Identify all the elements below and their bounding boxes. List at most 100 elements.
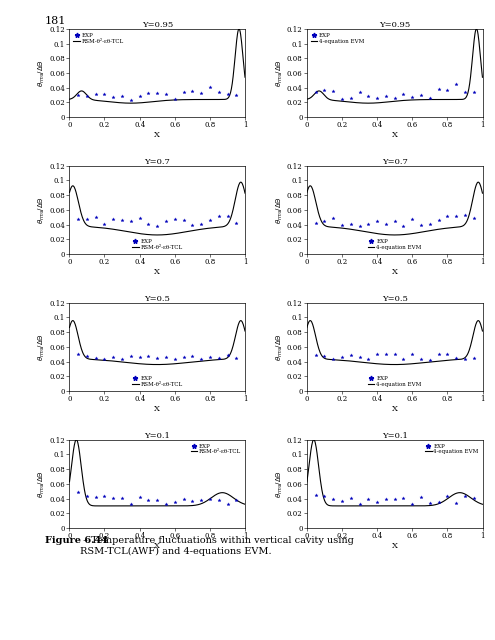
Point xyxy=(461,210,469,220)
Point xyxy=(100,88,108,99)
Y-axis label: $\theta_{rms}/\Delta\Theta$: $\theta_{rms}/\Delta\Theta$ xyxy=(37,196,48,224)
Point xyxy=(233,90,241,100)
Legend: EXP, RSM-θ²-εθ-TCL: EXP, RSM-θ²-εθ-TCL xyxy=(189,442,244,456)
Point xyxy=(153,495,161,505)
Point xyxy=(382,349,390,359)
Text: Y=0.95: Y=0.95 xyxy=(142,21,173,29)
Point xyxy=(470,493,478,504)
Point xyxy=(426,497,434,508)
Point xyxy=(127,216,135,226)
Point xyxy=(373,93,381,103)
Point xyxy=(92,353,99,364)
Point xyxy=(233,353,241,363)
Y-axis label: $\theta_{rms}/\Delta\Theta$: $\theta_{rms}/\Delta\Theta$ xyxy=(275,333,285,361)
Text: Y=0.1: Y=0.1 xyxy=(382,431,407,440)
Point xyxy=(347,219,355,229)
Point xyxy=(180,87,188,97)
Point xyxy=(399,493,407,503)
Point xyxy=(470,213,478,223)
X-axis label: X: X xyxy=(392,404,397,413)
Point xyxy=(329,354,337,364)
Point xyxy=(145,494,152,504)
Point xyxy=(136,492,144,502)
Point xyxy=(74,214,82,224)
Point xyxy=(162,499,170,509)
Legend: EXP, RSM-θ²-εθ-TCL: EXP, RSM-θ²-εθ-TCL xyxy=(71,31,126,45)
X-axis label: X: X xyxy=(154,131,160,139)
Point xyxy=(206,81,214,92)
Point xyxy=(189,496,197,506)
Text: Y=0.95: Y=0.95 xyxy=(379,21,410,29)
Point xyxy=(145,351,152,362)
Point xyxy=(83,351,91,362)
Point xyxy=(197,88,205,98)
Point xyxy=(347,350,355,360)
Point xyxy=(180,352,188,362)
Point xyxy=(435,497,443,507)
Text: Y=0.5: Y=0.5 xyxy=(145,294,170,303)
Point xyxy=(118,493,126,503)
Y-axis label: $\theta_{rms}/\Delta\Theta$: $\theta_{rms}/\Delta\Theta$ xyxy=(37,470,48,498)
Point xyxy=(470,353,478,363)
Point xyxy=(109,352,117,362)
Y-axis label: $\theta_{rms}/\Delta\Theta$: $\theta_{rms}/\Delta\Theta$ xyxy=(37,59,48,87)
Point xyxy=(233,495,241,505)
Point xyxy=(426,219,434,229)
X-axis label: X: X xyxy=(154,541,160,550)
Point xyxy=(470,87,478,97)
Point xyxy=(364,218,372,228)
Text: Y=0.1: Y=0.1 xyxy=(145,431,170,440)
Point xyxy=(364,91,372,101)
Point xyxy=(452,79,460,90)
Point xyxy=(233,218,241,228)
Point xyxy=(153,88,161,99)
Point xyxy=(417,90,425,100)
Y-axis label: $\theta_{rms}/\Delta\Theta$: $\theta_{rms}/\Delta\Theta$ xyxy=(275,59,285,87)
Point xyxy=(338,496,346,506)
Point xyxy=(162,353,170,363)
Point xyxy=(373,216,381,226)
Point xyxy=(189,351,197,362)
Legend: EXP, RSM-θ²-εθ-TCL: EXP, RSM-θ²-εθ-TCL xyxy=(130,374,185,389)
Point xyxy=(118,354,126,364)
Point xyxy=(320,216,328,226)
Point xyxy=(162,216,170,226)
Point xyxy=(408,92,416,102)
Point xyxy=(311,218,319,228)
Point xyxy=(171,497,179,507)
Point xyxy=(180,494,188,504)
Point xyxy=(83,214,91,224)
Point xyxy=(197,495,205,505)
Point xyxy=(391,216,398,227)
Point xyxy=(215,211,223,221)
Point xyxy=(215,495,223,505)
Point xyxy=(311,490,319,500)
Point xyxy=(180,215,188,225)
Point xyxy=(136,213,144,223)
Point xyxy=(92,212,99,222)
Y-axis label: $\theta_{rms}/\Delta\Theta$: $\theta_{rms}/\Delta\Theta$ xyxy=(37,333,48,361)
Point xyxy=(224,350,232,360)
Point xyxy=(109,214,117,224)
Point xyxy=(355,499,363,509)
Point xyxy=(118,91,126,101)
Point xyxy=(74,487,82,497)
Point xyxy=(461,492,469,502)
Point xyxy=(452,498,460,508)
Point xyxy=(136,352,144,362)
X-axis label: X: X xyxy=(154,404,160,413)
Point xyxy=(408,349,416,359)
Point xyxy=(127,95,135,105)
Point xyxy=(311,350,319,360)
Point xyxy=(329,213,337,223)
Point xyxy=(145,88,152,98)
Point xyxy=(171,214,179,225)
Point xyxy=(224,89,232,99)
Point xyxy=(215,353,223,363)
Point xyxy=(74,349,82,360)
Point xyxy=(444,492,451,502)
Point xyxy=(364,494,372,504)
Point xyxy=(417,353,425,364)
Point xyxy=(461,87,469,97)
Point xyxy=(408,499,416,509)
